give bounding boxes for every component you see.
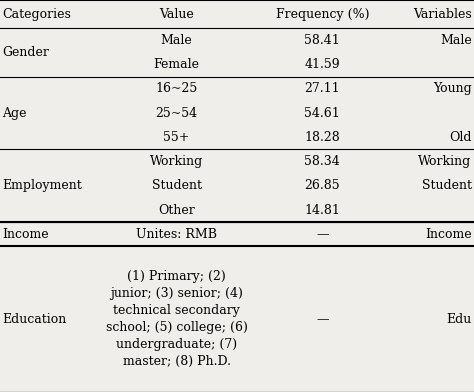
Text: Edu: Edu <box>447 313 472 326</box>
Text: Gender: Gender <box>2 46 49 59</box>
Text: Male: Male <box>440 34 472 47</box>
Text: 58.34: 58.34 <box>304 155 340 168</box>
Text: Frequency (%): Frequency (%) <box>275 7 369 21</box>
Text: Working: Working <box>419 155 472 168</box>
Text: Unites: RMB: Unites: RMB <box>136 228 217 241</box>
Text: 26.85: 26.85 <box>304 180 340 192</box>
Text: Male: Male <box>161 34 192 47</box>
Text: 55+: 55+ <box>164 131 190 144</box>
Text: Female: Female <box>154 58 200 71</box>
Text: —: — <box>316 313 328 326</box>
Text: 14.81: 14.81 <box>304 203 340 217</box>
Text: 16~25: 16~25 <box>155 82 198 95</box>
Text: Student: Student <box>152 180 201 192</box>
Text: Student: Student <box>422 180 472 192</box>
Text: —: — <box>316 228 328 241</box>
Text: Age: Age <box>2 107 27 120</box>
Text: 27.11: 27.11 <box>304 82 340 95</box>
Text: Employment: Employment <box>2 180 82 192</box>
Text: Income: Income <box>425 228 472 241</box>
Text: Working: Working <box>150 155 203 168</box>
Text: 25~54: 25~54 <box>155 107 198 120</box>
Text: Value: Value <box>159 7 194 21</box>
Text: Young: Young <box>433 82 472 95</box>
Text: Categories: Categories <box>2 7 71 21</box>
Text: 18.28: 18.28 <box>304 131 340 144</box>
Text: Income: Income <box>2 228 49 241</box>
Text: Old: Old <box>449 131 472 144</box>
Text: Variables: Variables <box>413 7 472 21</box>
Text: 41.59: 41.59 <box>304 58 340 71</box>
Text: 58.41: 58.41 <box>304 34 340 47</box>
Text: Other: Other <box>158 203 195 217</box>
Text: 54.61: 54.61 <box>304 107 340 120</box>
Text: Education: Education <box>2 313 67 326</box>
Text: (1) Primary; (2)
junior; (3) senior; (4)
technical secondary
school; (5) college: (1) Primary; (2) junior; (3) senior; (4)… <box>106 270 247 368</box>
